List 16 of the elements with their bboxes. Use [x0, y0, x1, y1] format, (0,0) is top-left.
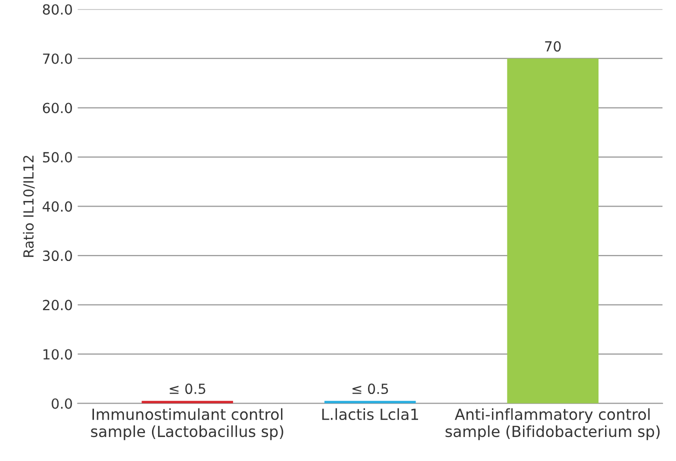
y-tick-label: 80.0: [42, 4, 72, 15]
y-tick-label: 30.0: [43, 250, 72, 262]
data-label: ≤ 0.5: [170, 384, 206, 394]
y-tick-label: 20.0: [42, 300, 72, 310]
data-label: 70: [545, 41, 561, 52]
y-tick-label: 60.0: [42, 102, 72, 114]
x-tick-label: L.lactis Lcla1: [322, 408, 418, 420]
y-tick-label: 10.0: [43, 349, 72, 360]
y-tick-label: 70.0: [43, 53, 72, 64]
data-label: ≤ 0.5: [352, 384, 388, 394]
y-axis-title: Ratio IL10/IL12: [22, 156, 35, 257]
y-tick-label: 40.0: [42, 201, 72, 212]
y-tick-label: 0.0: [52, 398, 72, 409]
x-tick-label: Immunostimulant control sample (Lactobacillus sp): [91, 408, 284, 440]
x-tick-label: Anti-inflammatory control sample (Bifidobacterium sp): [446, 408, 660, 440]
y-tick-label: 50.0: [43, 152, 72, 162]
